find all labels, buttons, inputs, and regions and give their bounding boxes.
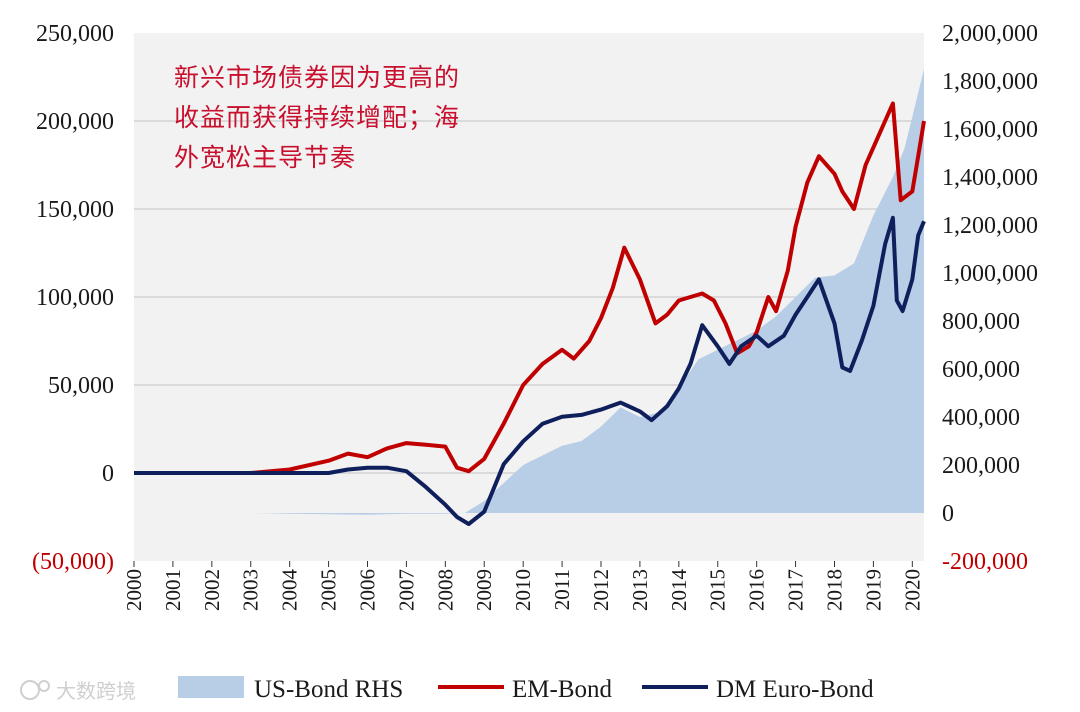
annotation-line-3: 外宽松主导节奏 bbox=[174, 143, 356, 172]
legend-label-em-bond: EM-Bond bbox=[512, 676, 613, 703]
legend: US-Bond RHS EM-Bond DM Euro-Bond bbox=[178, 676, 874, 703]
x-tick-label: 2020 bbox=[900, 569, 924, 611]
x-tick-label: 2014 bbox=[667, 569, 691, 612]
watermark: 大数跨境 bbox=[20, 679, 136, 703]
right-tick-label: 1,600,000 bbox=[942, 117, 1038, 143]
x-tick-label: 2016 bbox=[745, 569, 769, 611]
x-tick-label: 2008 bbox=[433, 569, 457, 611]
x-tick-label: 2000 bbox=[122, 569, 146, 611]
series-dm-euro-bond-line bbox=[134, 215, 926, 526]
x-tick-label: 2012 bbox=[589, 569, 613, 611]
left-tick-label: 0 bbox=[102, 461, 114, 487]
left-tick-label: 150,000 bbox=[36, 197, 114, 223]
x-tick-label: 2007 bbox=[394, 569, 418, 611]
watermark-text: 大数跨境 bbox=[56, 679, 136, 703]
right-tick-label: 200,000 bbox=[942, 453, 1020, 479]
right-tick-label: 1,400,000 bbox=[942, 165, 1038, 191]
right-axis-ticks: 2,000,000 1,800,000 1,600,000 1,400,000 1,20… bbox=[942, 21, 1038, 575]
right-tick-label: 1,200,000 bbox=[942, 213, 1038, 239]
chart-annotation: 新兴市场债券因为更高的 收益而获得持续增配；海 外宽松主导节奏 bbox=[174, 63, 460, 172]
x-tick-label: 2013 bbox=[628, 569, 652, 611]
right-tick-label: -200,000 bbox=[942, 549, 1028, 575]
x-tick-label: 2009 bbox=[472, 569, 496, 611]
x-tick-label: 2017 bbox=[784, 569, 808, 611]
x-tick-label: 2019 bbox=[861, 569, 885, 611]
legend-label-dm-euro-bond: DM Euro-Bond bbox=[716, 676, 874, 703]
x-tick-label: 2001 bbox=[161, 569, 185, 611]
x-axis-ticks: 2000 2001 2002 2003 2004 2005 2006 2007 2008 2009… bbox=[122, 561, 924, 611]
x-tick-label: 2002 bbox=[200, 569, 224, 611]
series-us-bond-area bbox=[134, 69, 924, 515]
series-em-bond-line bbox=[134, 101, 926, 475]
left-tick-label: (50,000) bbox=[32, 549, 114, 575]
annotation-line-2: 收益而获得持续增配；海 bbox=[174, 103, 460, 132]
left-axis-ticks: 250,000 200,000 150,000 100,000 50,000 0 (50,0… bbox=[32, 21, 114, 575]
watermark-logo-icon bbox=[20, 680, 40, 700]
x-tick-label: 2015 bbox=[706, 569, 730, 611]
right-tick-label: 400,000 bbox=[942, 405, 1020, 431]
left-tick-label: 250,000 bbox=[36, 21, 114, 47]
x-tick-label: 2018 bbox=[822, 569, 846, 611]
x-tick-label: 2003 bbox=[239, 569, 263, 611]
annotation-line-1: 新兴市场债券因为更高的 bbox=[174, 63, 460, 92]
right-tick-label: 600,000 bbox=[942, 357, 1020, 383]
right-tick-label: 1,000,000 bbox=[942, 261, 1038, 287]
left-tick-label: 50,000 bbox=[48, 373, 114, 399]
x-tick-label: 2005 bbox=[317, 569, 341, 611]
x-tick-label: 2006 bbox=[355, 569, 379, 611]
right-tick-label: 800,000 bbox=[942, 309, 1020, 335]
legend-swatch-us-bond bbox=[178, 676, 244, 698]
x-tick-label: 2004 bbox=[278, 569, 302, 612]
right-tick-label: 0 bbox=[942, 501, 954, 527]
right-tick-label: 1,800,000 bbox=[942, 69, 1038, 95]
left-tick-label: 100,000 bbox=[36, 285, 114, 311]
x-tick-label: 2011 bbox=[550, 569, 574, 610]
left-tick-label: 200,000 bbox=[36, 109, 114, 135]
legend-label-us-bond: US-Bond RHS bbox=[254, 676, 403, 703]
right-tick-label: 2,000,000 bbox=[942, 21, 1038, 47]
x-tick-label: 2010 bbox=[511, 569, 535, 611]
